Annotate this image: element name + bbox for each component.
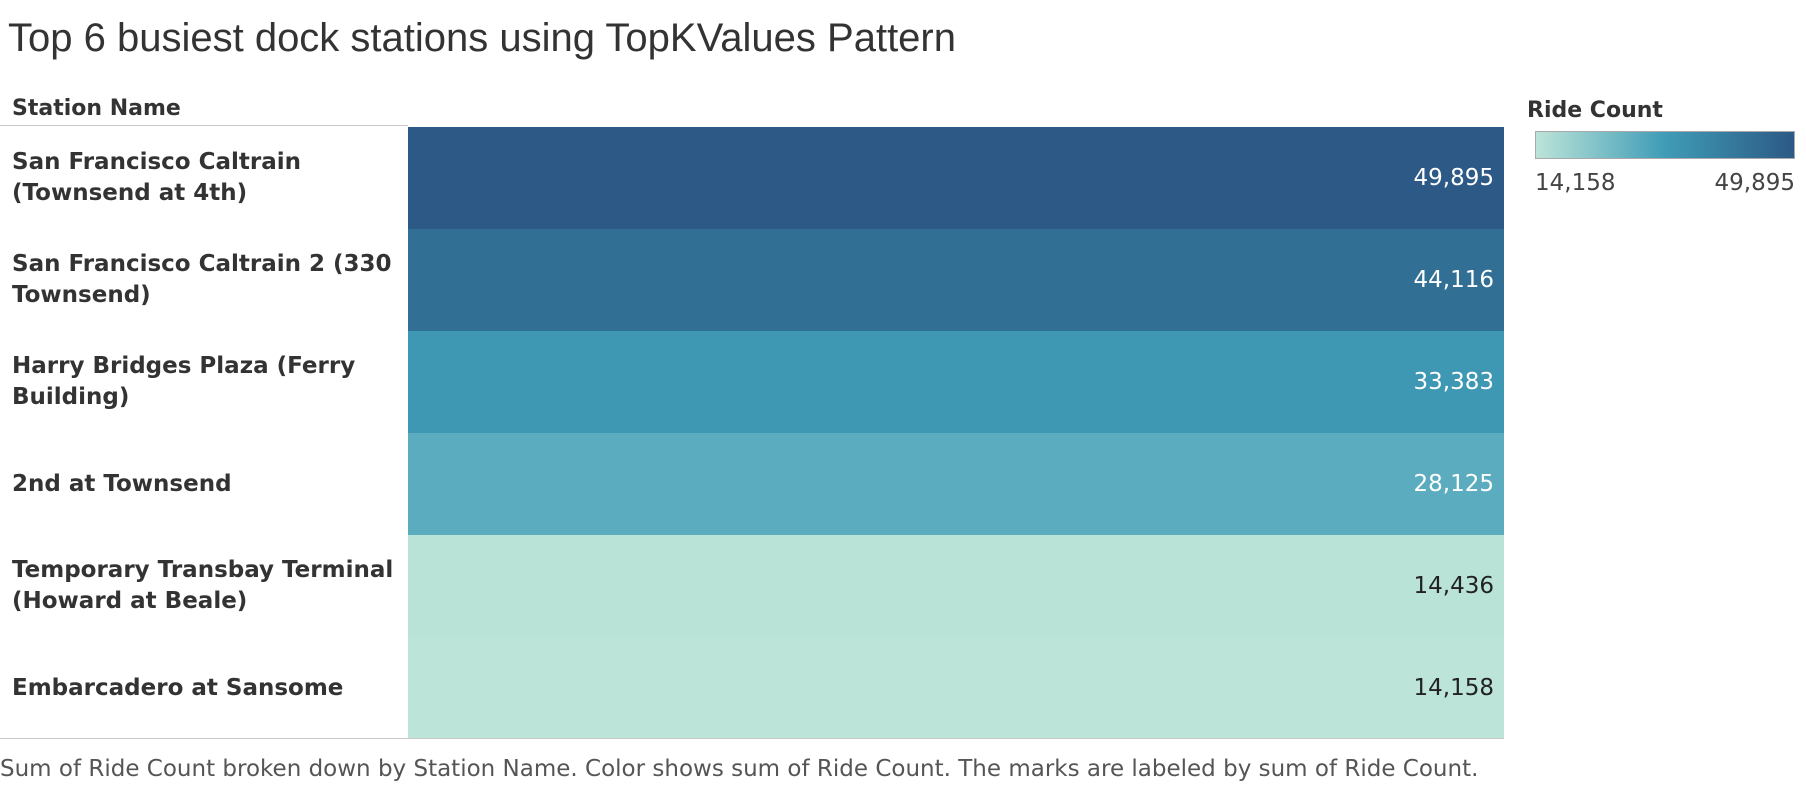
legend-title: Ride Count: [1527, 98, 1663, 123]
ride-count-cell: 33,383: [408, 331, 1504, 433]
station-label: 2nd at Townsend: [12, 470, 232, 497]
chart-title: Top 6 busiest dock stations using TopKVa…: [8, 16, 956, 60]
ride-count-cell: 14,436: [408, 535, 1504, 637]
station-label: Embarcadero at Sansome: [12, 674, 344, 701]
ride-count-label: 14,158: [1413, 675, 1494, 701]
legend-color-ramp: [1535, 131, 1795, 159]
station-label: Harry Bridges Plaza (Ferry Building): [12, 353, 356, 410]
ride-count-cell: 14,158: [408, 637, 1504, 739]
ride-count-label: 14,436: [1413, 573, 1494, 599]
table-bottom-divider: [0, 738, 1504, 739]
legend-max-label: 49,895: [1714, 170, 1795, 196]
station-label: Temporary Transbay Terminal (Howard at B…: [12, 557, 394, 614]
ride-count-label: 28,125: [1413, 471, 1494, 497]
legend-min-label: 14,158: [1535, 170, 1616, 196]
ride-count-label: 49,895: [1413, 165, 1494, 191]
ride-count-cell: 28,125: [408, 433, 1504, 535]
ride-count-cell: 44,116: [408, 229, 1504, 331]
header-divider: [0, 125, 408, 126]
ride-count-label: 44,116: [1413, 267, 1494, 293]
ride-count-cell: 49,895: [408, 127, 1504, 229]
row-header: Station Name: [12, 96, 181, 121]
chart-caption: Sum of Ride Count broken down by Station…: [0, 756, 1479, 782]
station-label: San Francisco Caltrain (Townsend at 4th): [12, 149, 301, 206]
station-label: San Francisco Caltrain 2 (330 Townsend): [12, 251, 392, 308]
ride-count-label: 33,383: [1413, 369, 1494, 395]
